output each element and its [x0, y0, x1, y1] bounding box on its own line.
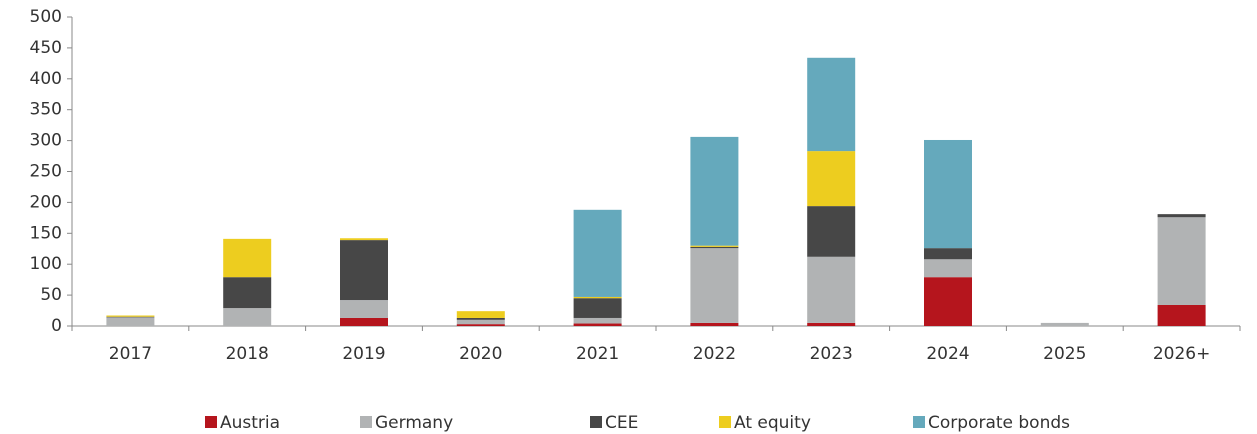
y-tick-label: 100	[30, 254, 62, 274]
x-tick-label: 2021	[576, 344, 619, 364]
legend-swatch	[205, 416, 217, 428]
bar-segment	[340, 317, 388, 326]
bar-segment	[456, 319, 505, 325]
legend-label: CEE	[605, 413, 638, 433]
legend-swatch	[590, 416, 602, 428]
bar-segment	[1157, 214, 1206, 218]
bar-segment	[807, 206, 856, 257]
bar-segment	[573, 317, 622, 324]
x-tick-label: 2026+	[1153, 344, 1211, 364]
legend-label: Germany	[375, 413, 453, 433]
bar-segment	[573, 298, 622, 318]
bar-segment	[690, 246, 739, 249]
x-tick-label: 2020	[459, 344, 502, 364]
y-tick-label: 450	[30, 38, 62, 58]
bar-segment	[924, 139, 972, 249]
bar-segment	[573, 323, 622, 326]
bar-segment	[807, 57, 856, 152]
y-tick-label: 300	[30, 131, 62, 151]
y-tick-label: 150	[30, 223, 62, 243]
bar-segment	[106, 315, 155, 317]
bar-segment	[924, 277, 972, 326]
x-tick-label: 2023	[810, 344, 853, 364]
bar-segment	[1157, 304, 1206, 326]
x-tick-label: 2024	[926, 344, 969, 364]
bar-segment	[106, 316, 155, 318]
bar-segment	[340, 300, 388, 318]
legend-label: At equity	[734, 413, 811, 433]
bar-segment	[340, 240, 388, 301]
bar-segment	[807, 322, 856, 326]
y-tick-label: 350	[30, 100, 62, 120]
x-tick-label: 2022	[693, 344, 736, 364]
bar-segment	[807, 151, 856, 207]
y-tick-label: 50	[40, 285, 62, 305]
bar-segment	[106, 317, 155, 326]
x-tick-label: 2018	[226, 344, 269, 364]
x-tick-label: 2025	[1043, 344, 1086, 364]
x-tick-label: 2019	[342, 344, 385, 364]
bar-segment	[924, 259, 972, 278]
bar-segment	[690, 322, 739, 326]
bar-segment	[456, 311, 505, 318]
bar-segment	[1157, 217, 1206, 305]
y-tick-label: 0	[51, 316, 62, 336]
legend-swatch	[719, 416, 731, 428]
bar-segment	[1040, 322, 1089, 326]
legend-label: Austria	[220, 413, 280, 433]
bar-segment	[690, 136, 739, 246]
legend-label: Corporate bonds	[928, 413, 1070, 433]
bar-segment	[340, 238, 388, 241]
bar-segment	[690, 248, 739, 323]
bar-segment	[807, 256, 856, 323]
x-tick-label: 2017	[109, 344, 152, 364]
bar-segment	[456, 317, 505, 320]
y-tick-label: 500	[30, 7, 62, 27]
y-tick-label: 250	[30, 162, 62, 182]
bar-segment	[223, 238, 272, 278]
bar-segment	[456, 324, 505, 326]
bar-segment	[223, 277, 272, 309]
bar-segment	[573, 209, 622, 297]
y-tick-label: 400	[30, 69, 62, 89]
bar-segment	[924, 248, 972, 260]
bar-segment	[573, 296, 622, 299]
y-tick-label: 200	[30, 192, 62, 212]
bar-segment	[690, 245, 739, 247]
legend-swatch	[360, 416, 372, 428]
legend-swatch	[913, 416, 925, 428]
bar-segment	[223, 308, 272, 326]
